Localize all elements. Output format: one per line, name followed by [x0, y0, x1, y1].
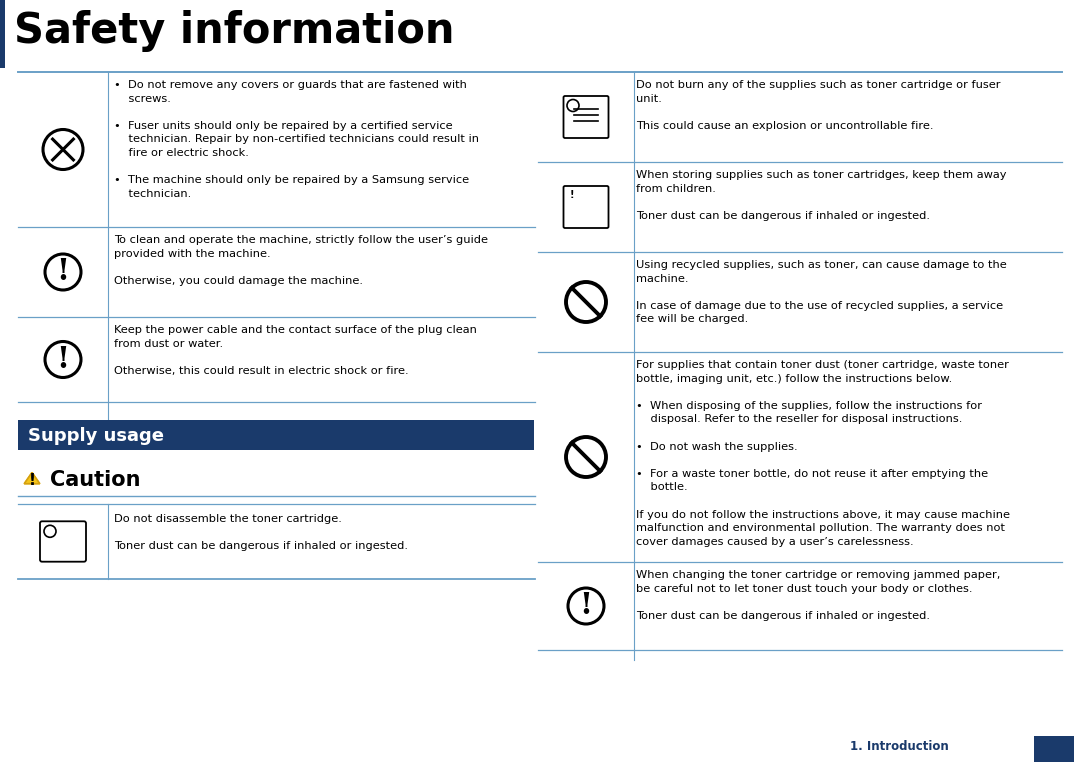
Text: Do not disassemble the toner cartridge.

Toner dust can be dangerous if inhaled : Do not disassemble the toner cartridge. …	[114, 514, 408, 551]
Text: When changing the toner cartridge or removing jammed paper,
be careful not to le: When changing the toner cartridge or rem…	[636, 570, 1000, 621]
Polygon shape	[24, 472, 40, 484]
Text: 15: 15	[1042, 741, 1066, 759]
Text: !: !	[28, 473, 36, 488]
Text: !: !	[570, 191, 575, 201]
Text: For supplies that contain toner dust (toner cartridge, waste toner
bottle, imagi: For supplies that contain toner dust (to…	[636, 360, 1010, 547]
FancyBboxPatch shape	[0, 0, 5, 68]
FancyBboxPatch shape	[1034, 736, 1074, 762]
Text: When storing supplies such as toner cartridges, keep them away
from children.

T: When storing supplies such as toner cart…	[636, 170, 1007, 221]
Text: Keep the power cable and the contact surface of the plug clean
from dust or wate: Keep the power cable and the contact sur…	[114, 325, 477, 376]
Text: Do not burn any of the supplies such as toner cartridge or fuser
unit.

This cou: Do not burn any of the supplies such as …	[636, 80, 1000, 130]
Text: 1. Introduction: 1. Introduction	[850, 740, 948, 753]
Text: Supply usage: Supply usage	[28, 427, 164, 445]
Text: !: !	[580, 591, 593, 620]
Text: Safety information: Safety information	[14, 10, 455, 52]
Text: !: !	[56, 257, 69, 286]
Text: •  Do not remove any covers or guards that are fastened with
    screws.

•  Fus: • Do not remove any covers or guards tha…	[114, 80, 480, 199]
FancyBboxPatch shape	[18, 420, 534, 450]
Text: To clean and operate the machine, strictly follow the user’s guide
provided with: To clean and operate the machine, strict…	[114, 235, 488, 286]
Text: !: !	[56, 345, 69, 374]
Text: Using recycled supplies, such as toner, can cause damage to the
machine.

In cas: Using recycled supplies, such as toner, …	[636, 260, 1007, 324]
Text: Caution: Caution	[50, 470, 140, 490]
